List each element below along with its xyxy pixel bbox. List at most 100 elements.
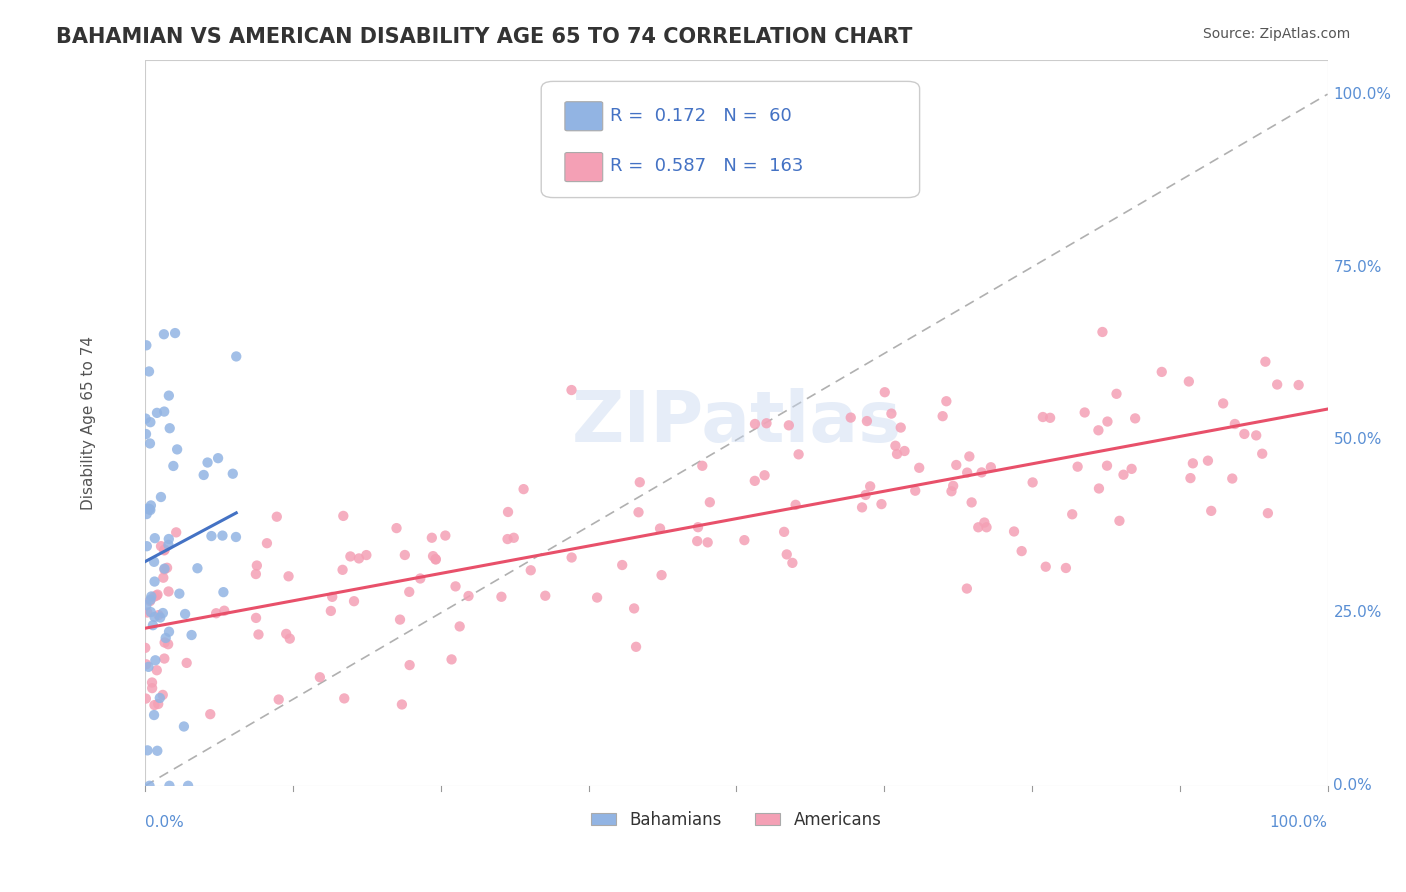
Point [1011,544,1033,558]
Point [135,657,157,672]
Point [1123,411,1146,425]
Point [496,505,519,519]
Point [1199,504,1222,518]
Point [135,411,157,425]
Point [153,562,176,576]
Point [394,548,416,562]
Point [148,608,170,623]
Point [157,637,180,651]
Point [139,605,162,619]
Point [391,698,413,712]
Point [153,327,176,342]
Point [142,618,165,632]
Point [787,447,810,461]
Point [157,389,180,403]
Point [1254,355,1277,369]
Point [1220,471,1243,485]
Point [165,525,187,540]
Text: R =  0.587   N =  163: R = 0.587 N = 163 [610,157,803,176]
Point [651,568,673,582]
Point [980,460,1002,475]
Point [135,691,157,706]
Point [321,590,343,604]
Point [960,495,983,509]
Point [173,719,195,733]
Point [893,444,915,458]
Point [1095,458,1118,473]
Point [157,538,180,552]
Point [152,571,174,585]
Point [1091,325,1114,339]
Point [143,555,166,569]
Point [136,501,159,516]
Point [628,475,651,490]
Point [356,548,378,562]
Point [141,590,163,604]
Point [245,611,267,625]
Point [159,779,181,793]
Point [1054,561,1077,575]
Point [256,536,278,550]
Point [1181,456,1204,470]
Point [1197,453,1219,467]
Point [267,692,290,706]
Text: Disability Age 65 to 74: Disability Age 65 to 74 [82,335,96,509]
Point [976,520,998,534]
Point [180,628,202,642]
Point [197,456,219,470]
Point [247,627,270,641]
Point [1150,365,1173,379]
Point [153,561,176,575]
Point [141,681,163,695]
Point [332,563,354,577]
Point [139,503,162,517]
Text: 25.0%: 25.0% [1333,606,1382,620]
Point [146,406,169,420]
Point [560,383,582,397]
Point [276,627,298,641]
Point [908,460,931,475]
Point [1105,386,1128,401]
Point [145,589,167,603]
Point [1035,559,1057,574]
Point [699,495,721,509]
Point [1097,415,1119,429]
Point [398,585,420,599]
Point [174,607,197,621]
Point [1039,410,1062,425]
Point [245,567,267,582]
Point [886,447,908,461]
Point [420,531,443,545]
Point [744,417,766,431]
Point [502,531,524,545]
Point [143,531,166,545]
Point [1087,423,1109,437]
Point [1108,514,1130,528]
Point [135,338,157,352]
Point [534,589,557,603]
Point [686,534,709,549]
Point [931,409,953,424]
Point [157,584,180,599]
Text: Source: ZipAtlas.com: Source: ZipAtlas.com [1202,27,1350,41]
Point [205,606,228,620]
Point [309,670,332,684]
Text: 75.0%: 75.0% [1333,260,1382,275]
Point [449,619,471,633]
Point [623,601,645,615]
Point [945,458,967,472]
Point [1223,417,1246,431]
Point [409,572,432,586]
Point [339,549,361,564]
Point [755,417,778,431]
Point [157,624,180,639]
Point [1257,506,1279,520]
Point [1088,482,1111,496]
Point [967,520,990,534]
Point [884,439,907,453]
Point [1180,471,1202,485]
Text: 50.0%: 50.0% [1333,433,1382,448]
Point [139,594,162,608]
Point [773,524,796,539]
Text: 0.0%: 0.0% [1333,779,1372,793]
